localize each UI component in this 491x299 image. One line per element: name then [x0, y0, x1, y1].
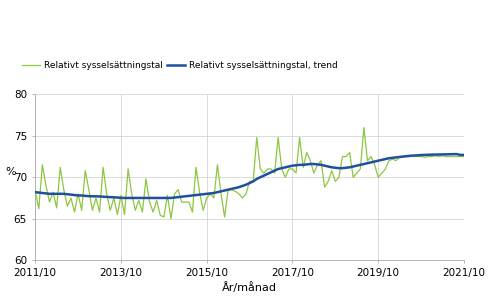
Relativt sysselsättningstal, trend [75, 194, 81, 197]
Y-axis label: %: % [5, 167, 16, 177]
Relativt sysselsättningstal, trend [304, 163, 310, 166]
Relativt sysselsättningstal, trend [122, 196, 128, 200]
Relativt sysselsättningstal [325, 180, 331, 183]
Relativt sysselsättningstal [361, 126, 367, 129]
Relativt sysselsättningstal, trend [325, 165, 331, 168]
Relativt sysselsättningstal, trend [461, 153, 467, 157]
Relativt sysselsättningstal, trend [136, 196, 142, 200]
Relativt sysselsättningstal, trend [32, 190, 38, 194]
X-axis label: År/månad: År/månad [222, 283, 277, 293]
Relativt sysselsättningstal [218, 192, 224, 196]
Relativt sysselsättningstal [461, 155, 467, 158]
Relativt sysselsättningstal [75, 192, 81, 196]
Relativt sysselsättningstal, trend [436, 153, 442, 156]
Relativt sysselsättningstal [168, 217, 174, 220]
Relativt sysselsättningstal, trend [454, 152, 460, 156]
Relativt sysselsättningstal [132, 209, 138, 212]
Relativt sysselsättningstal, trend [218, 190, 224, 193]
Legend: Relativt sysselsättningstal, Relativt sysselsättningstal, trend: Relativt sysselsättningstal, Relativt sy… [18, 58, 341, 74]
Relativt sysselsättningstal [304, 151, 310, 154]
Line: Relativt sysselsättningstal, trend: Relativt sysselsättningstal, trend [35, 154, 464, 198]
Relativt sysselsättningstal [32, 190, 38, 193]
Relativt sysselsättningstal [439, 154, 445, 158]
Line: Relativt sysselsättningstal: Relativt sysselsättningstal [35, 128, 464, 219]
